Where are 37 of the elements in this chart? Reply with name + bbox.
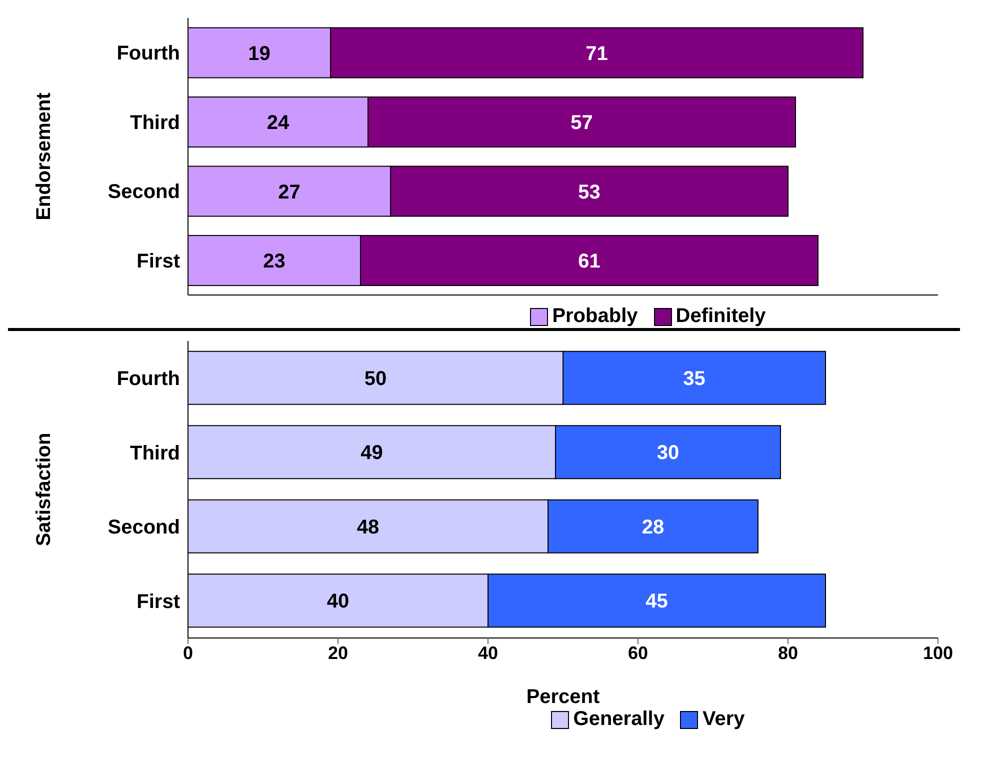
data-label: 30: [656, 442, 680, 464]
x-tick-label: 80: [778, 642, 798, 663]
y-tick-label: Third: [130, 442, 180, 464]
x-tick-label: 40: [478, 642, 498, 663]
y-tick-label: First: [136, 250, 180, 272]
data-label: 45: [646, 590, 668, 613]
y-axis-title: Satisfaction: [33, 432, 56, 546]
x-tick-label: 60: [628, 642, 648, 663]
legend-label: Generally: [573, 708, 664, 731]
x-tick-label: 100: [922, 642, 954, 663]
y-tick-label: Second: [108, 516, 180, 539]
data-label: 49: [360, 442, 383, 464]
data-label: 71: [586, 42, 608, 65]
legend-label: Definitely: [676, 305, 766, 328]
x-tick-label: 0: [182, 642, 194, 663]
y-tick-label: Fourth: [116, 42, 180, 65]
data-label: 61: [578, 250, 600, 273]
data-label: 23: [263, 250, 286, 273]
x-axis-title: Percent: [526, 686, 600, 708]
x-tick-label: 20: [328, 642, 348, 663]
data-label: 53: [578, 181, 600, 204]
legend-label: Probably: [552, 305, 638, 328]
data-label: 24: [266, 112, 290, 134]
data-label: 35: [683, 368, 706, 390]
data-label: 28: [642, 516, 664, 538]
data-label: 27: [278, 181, 300, 204]
y-tick-label: Fourth: [116, 368, 180, 390]
data-label: 40: [326, 590, 350, 613]
y-axis-title: Endorsement: [33, 92, 56, 220]
data-label: 48: [356, 516, 380, 538]
data-label: 57: [570, 112, 593, 134]
y-tick-label: Third: [130, 112, 180, 134]
y-tick-label: Second: [108, 181, 180, 204]
data-label: 50: [364, 368, 387, 390]
legend-label: Very: [702, 708, 745, 731]
y-tick-label: First: [136, 590, 180, 613]
data-label: 19: [248, 42, 270, 65]
